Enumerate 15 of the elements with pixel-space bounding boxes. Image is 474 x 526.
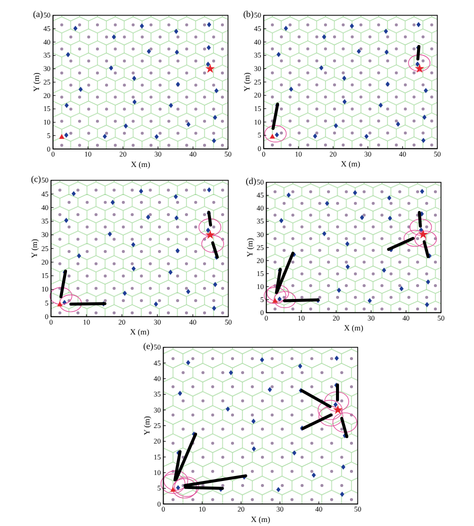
chart-title: (c) — [31, 174, 41, 184]
x-axis-title: X (m) — [130, 328, 150, 337]
y-axis-title: Y (m) — [30, 238, 39, 258]
y-axis-title: Y (m) — [142, 416, 152, 436]
x-axis-title: X (m) — [340, 160, 360, 169]
x-axis-title: X (m) — [250, 515, 270, 524]
y-axis-title: Y (m) — [242, 72, 252, 92]
chart-title: (a) — [33, 8, 43, 19]
chart-title: (e) — [143, 340, 154, 351]
chart-title: (d) — [246, 176, 256, 186]
y-axis-title: Y (m) — [32, 72, 41, 92]
y-axis-title: Y (m) — [245, 238, 254, 258]
chart-title: (b) — [243, 8, 254, 19]
x-axis-title: X (m) — [344, 324, 364, 333]
x-axis-title: X (m) — [130, 160, 150, 169]
